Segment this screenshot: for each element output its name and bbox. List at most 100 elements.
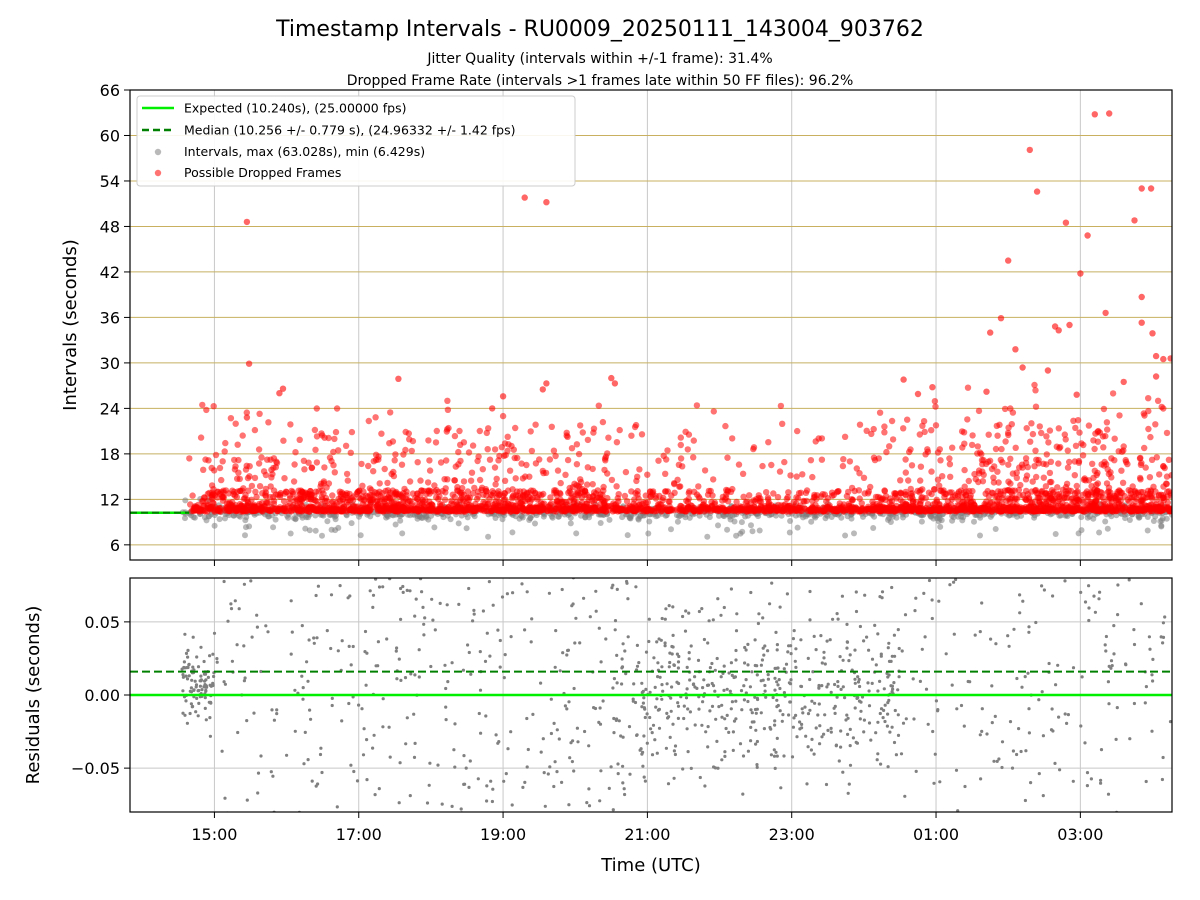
residual-point	[1058, 768, 1062, 772]
dropped-frame-point	[646, 488, 654, 495]
dropped-frame-point	[988, 465, 996, 473]
residual-point	[823, 713, 827, 717]
dropped-frame-point	[313, 433, 321, 440]
dropped-frame-point	[1044, 502, 1051, 510]
residual-point	[309, 717, 313, 721]
residual-point	[269, 770, 273, 774]
dropped-frame-point	[234, 441, 241, 448]
residual-point	[303, 730, 307, 735]
dropped-frame-point	[230, 491, 237, 498]
dropped-frame-point	[995, 479, 1002, 486]
residual-point	[197, 688, 201, 693]
dropped-frame-point	[322, 497, 329, 505]
dropped-frame-point	[1093, 471, 1100, 479]
residual-point	[523, 628, 527, 632]
residual-point	[290, 630, 294, 634]
residual-point	[374, 578, 378, 581]
residual-point	[546, 772, 550, 776]
dropped-frame-point	[1016, 508, 1024, 515]
interval-point	[272, 516, 279, 523]
dropped-frame-point	[992, 445, 1000, 453]
dropped-frame-point	[1136, 474, 1144, 482]
dropped-frame-point	[451, 477, 459, 484]
dropped-frame-point	[1133, 490, 1140, 497]
dropped-frame-point	[422, 496, 429, 503]
dropped-frame-point	[1154, 397, 1162, 404]
residual-point	[340, 639, 344, 643]
residual-point	[816, 713, 820, 717]
residual-point	[394, 649, 398, 653]
residual-point	[1041, 734, 1045, 738]
residual-point	[373, 793, 377, 797]
dropped-frame-point	[186, 455, 193, 462]
dropped-frame-outlier	[1131, 217, 1138, 224]
interval-point	[726, 513, 733, 520]
dropped-frame-point	[964, 416, 971, 423]
dropped-frame-point	[548, 500, 555, 507]
dropped-frame-point	[663, 456, 670, 463]
dropped-frame-point	[1057, 443, 1064, 451]
interval-point	[1052, 531, 1059, 537]
residual-point	[202, 672, 206, 676]
residual-point	[720, 703, 724, 707]
residual-point	[293, 729, 297, 733]
dropped-frame-point	[1033, 473, 1040, 481]
interval-point	[606, 516, 613, 523]
residual-point	[704, 730, 708, 734]
residual-point	[567, 700, 571, 704]
interval-point	[1135, 513, 1142, 520]
residual-point	[750, 670, 754, 674]
residual-point	[653, 685, 657, 690]
dropped-frame-point	[1156, 471, 1163, 478]
dropped-frame-point	[1013, 474, 1020, 481]
residual-point	[990, 684, 994, 688]
residual-point	[446, 680, 450, 684]
dropped-frame-point	[696, 495, 703, 502]
interval-point	[447, 516, 454, 523]
legend-median-label: Median (10.256 +/- 0.779 s), (24.96332 +…	[184, 123, 515, 138]
dropped-frame-point	[476, 427, 483, 435]
residual-point	[812, 634, 816, 639]
dropped-frame-point	[839, 462, 847, 470]
residual-point	[256, 791, 260, 795]
dropped-frame-point	[505, 441, 512, 448]
dropped-frame-point	[1038, 487, 1046, 495]
dropped-frame-point	[1036, 423, 1044, 430]
dropped-frame-point	[1084, 491, 1092, 498]
residual-point	[413, 673, 417, 677]
dropped-frame-point	[444, 507, 451, 514]
dropped-frame-point	[916, 431, 923, 438]
residual-point	[1085, 784, 1089, 788]
residual-point	[208, 654, 212, 658]
residual-point	[310, 779, 314, 783]
residual-point	[731, 748, 735, 753]
residual-point	[186, 648, 190, 653]
interval-point	[704, 533, 711, 540]
dropped-frame-point	[677, 455, 685, 462]
dropped-frame-point	[908, 462, 916, 469]
dropped-frame-point	[574, 488, 581, 495]
dropped-frame-point	[746, 492, 753, 499]
residual-point	[687, 651, 691, 655]
dropped-frame-point	[444, 406, 452, 413]
residual-point	[763, 683, 767, 688]
residual-point	[879, 762, 883, 766]
residual-point	[510, 591, 515, 595]
dropped-frame-point	[934, 449, 942, 456]
residual-point	[873, 623, 877, 628]
dropped-frame-point	[338, 493, 345, 501]
residual-point	[642, 734, 646, 738]
residual-point	[415, 812, 418, 815]
residual-point	[642, 775, 646, 779]
dropped-frame-point	[1076, 429, 1083, 436]
residual-point	[187, 663, 191, 667]
residual-point	[820, 661, 824, 665]
residual-point	[199, 645, 203, 649]
dropped-frame-point	[793, 494, 800, 501]
interval-point	[724, 526, 731, 533]
dropped-frame-point	[1042, 483, 1050, 490]
dropped-frame-point	[486, 456, 494, 463]
dropped-frame-point	[330, 448, 337, 456]
residual-point	[183, 713, 187, 717]
dropped-frame-point	[557, 479, 564, 487]
